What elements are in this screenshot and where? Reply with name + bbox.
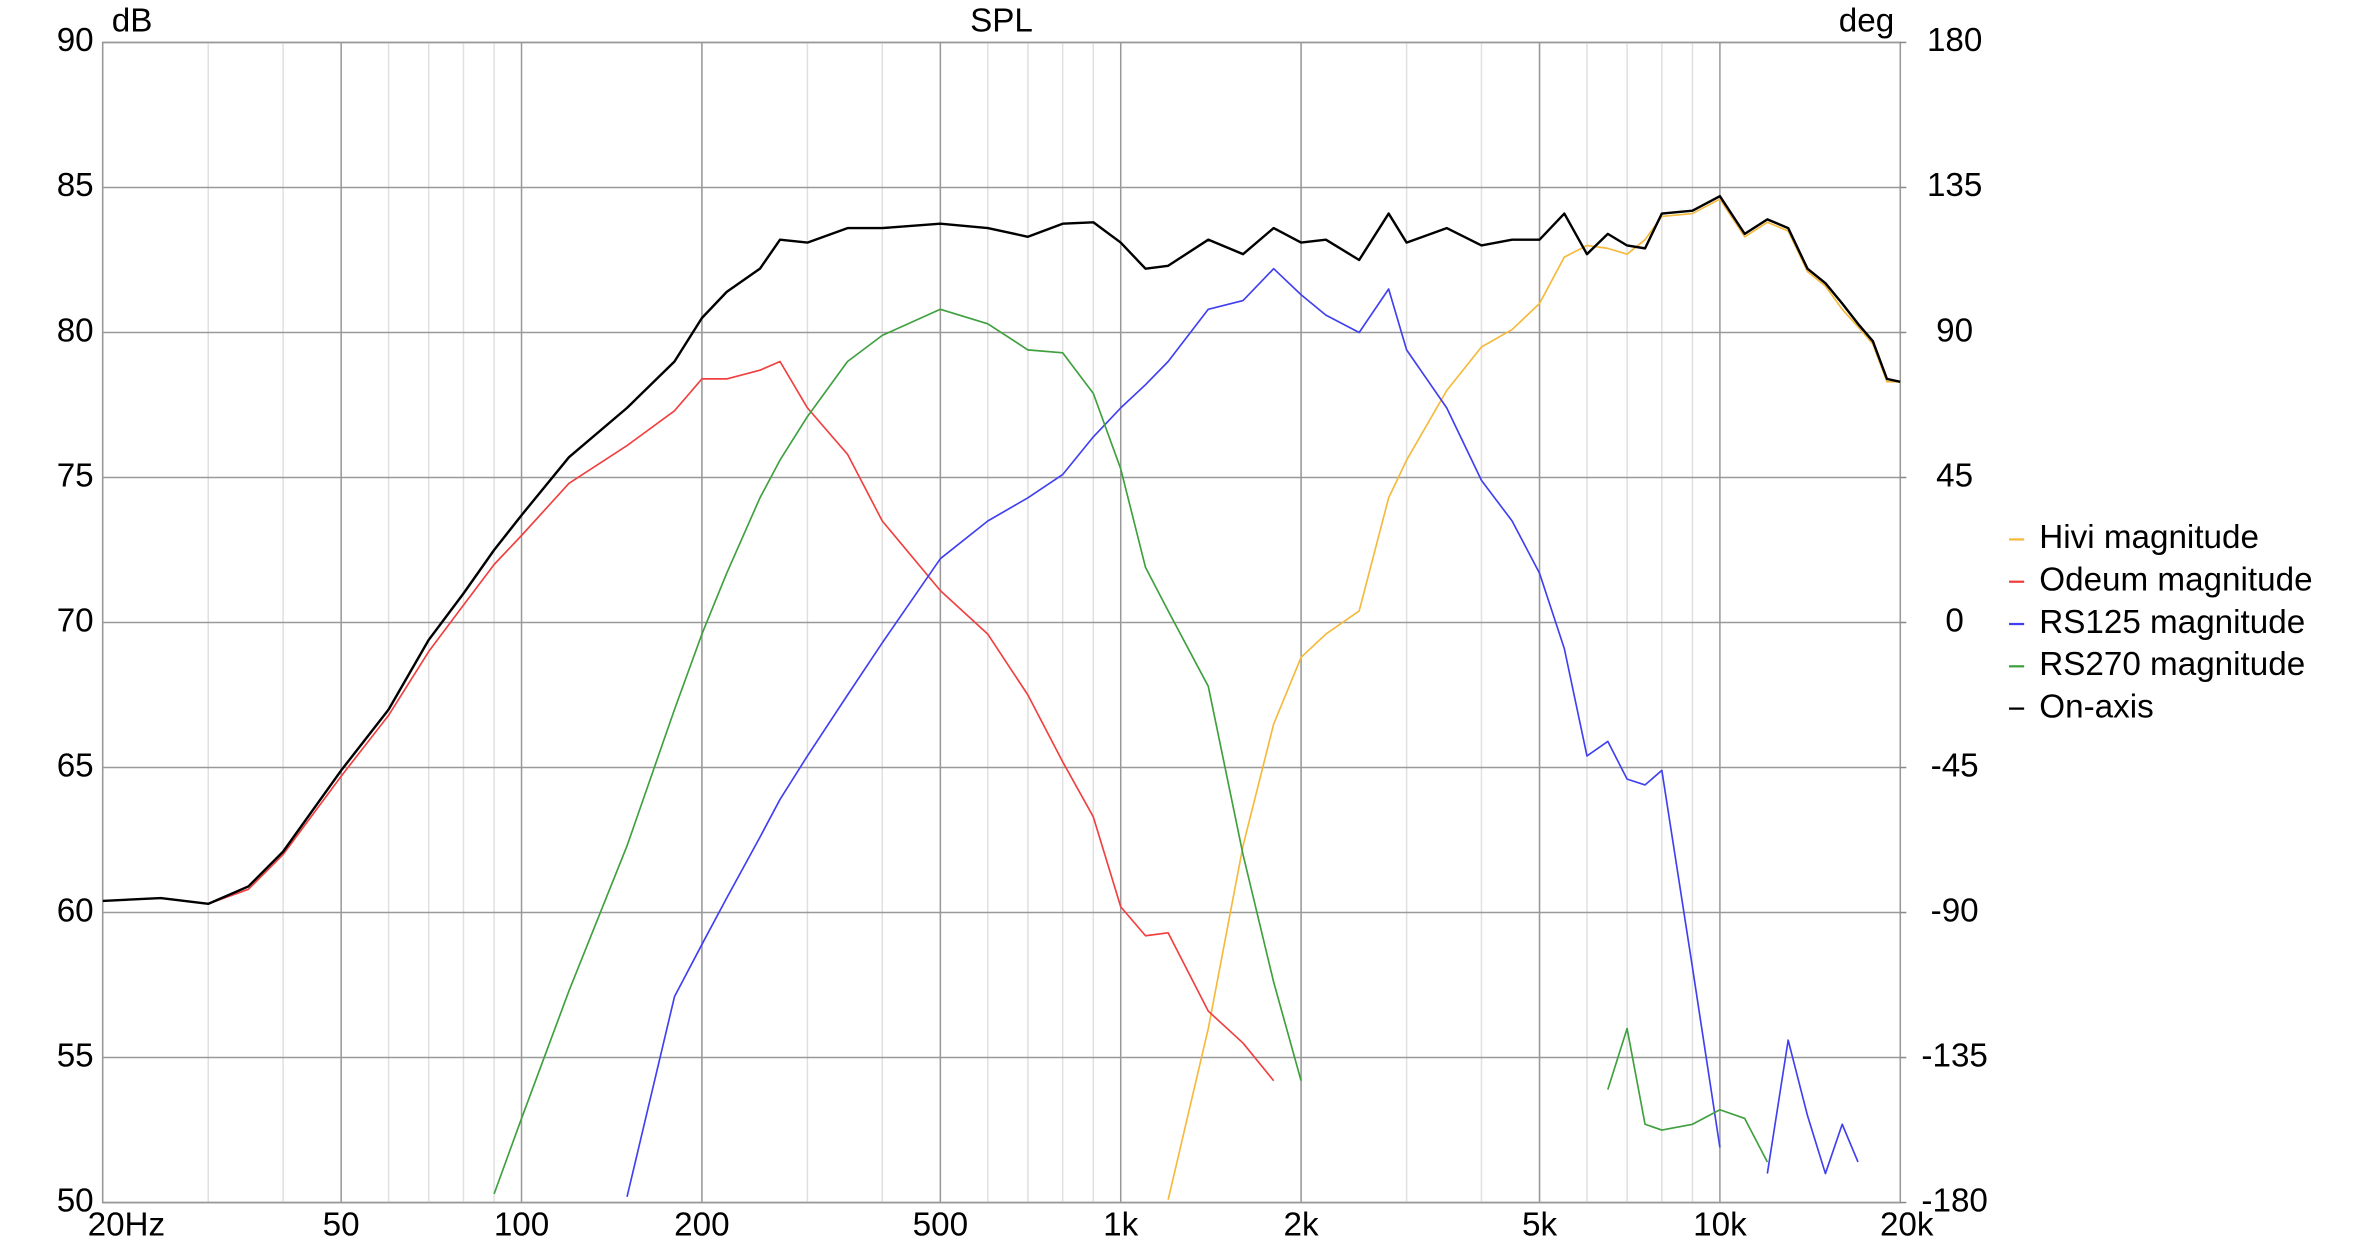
y-tick-label: 50 bbox=[57, 1182, 94, 1219]
y-tick-label: 80 bbox=[57, 312, 94, 349]
series-group bbox=[102, 194, 1901, 1200]
y2-tick-label: -90 bbox=[1931, 892, 1979, 929]
x-tick-label: 500 bbox=[913, 1207, 968, 1242]
y2-tick-label: 45 bbox=[1936, 457, 1973, 494]
y2-tick-label: -180 bbox=[1921, 1182, 1988, 1219]
y2-tick-label: 0 bbox=[1945, 602, 1963, 639]
series-line bbox=[102, 194, 1901, 906]
y-tick-label: 60 bbox=[57, 892, 94, 929]
x-tick-label: 1k bbox=[1103, 1207, 1138, 1242]
y2-axis-label: deg bbox=[1839, 3, 1894, 40]
series-line bbox=[1167, 198, 1901, 1200]
x-tick-label: 20k bbox=[1880, 1207, 1934, 1242]
legend-label: RS270 magnitude bbox=[2039, 646, 2305, 683]
y-tick-label: 90 bbox=[57, 22, 94, 59]
x-tick-label: 50 bbox=[323, 1207, 360, 1242]
y-tick-label: 75 bbox=[57, 457, 94, 494]
grid bbox=[101, 41, 1902, 1204]
series-line bbox=[626, 267, 1859, 1197]
x-tick-label: 100 bbox=[494, 1207, 549, 1242]
x-tick-label: 5k bbox=[1522, 1207, 1557, 1242]
legend: Hivi magnitude Odeum magnitude RS125 magni… bbox=[2009, 519, 2313, 725]
x-tick-label: 2k bbox=[1284, 1207, 1319, 1242]
y-tick-label: 55 bbox=[57, 1037, 94, 1074]
series-line bbox=[102, 360, 1275, 1082]
y-tick-label: 65 bbox=[57, 747, 94, 784]
y2-tick-label: 90 bbox=[1936, 312, 1973, 349]
series-line bbox=[493, 308, 1769, 1195]
x-tick-label: 200 bbox=[674, 1207, 729, 1242]
legend-label: Hivi magnitude bbox=[2039, 519, 2259, 556]
legend-label: On-axis bbox=[2039, 688, 2153, 725]
y-axis-label: dB bbox=[112, 3, 153, 40]
y-tick-label: 70 bbox=[57, 602, 94, 639]
chart-title: SPL bbox=[970, 3, 1033, 40]
y2-tick-label: 135 bbox=[1927, 167, 1982, 204]
legend-label: Odeum magnitude bbox=[2039, 562, 2312, 599]
y2-tick-label: 180 bbox=[1927, 22, 1982, 59]
x-tick-label: 20Hz bbox=[88, 1207, 166, 1242]
y-tick-label: 85 bbox=[57, 167, 94, 204]
y2-tick-label: -135 bbox=[1921, 1037, 1988, 1074]
y2-tick-label: -45 bbox=[1931, 747, 1979, 784]
legend-label: RS125 magnitude bbox=[2039, 604, 2305, 641]
x-tick-label: 10k bbox=[1693, 1207, 1747, 1242]
